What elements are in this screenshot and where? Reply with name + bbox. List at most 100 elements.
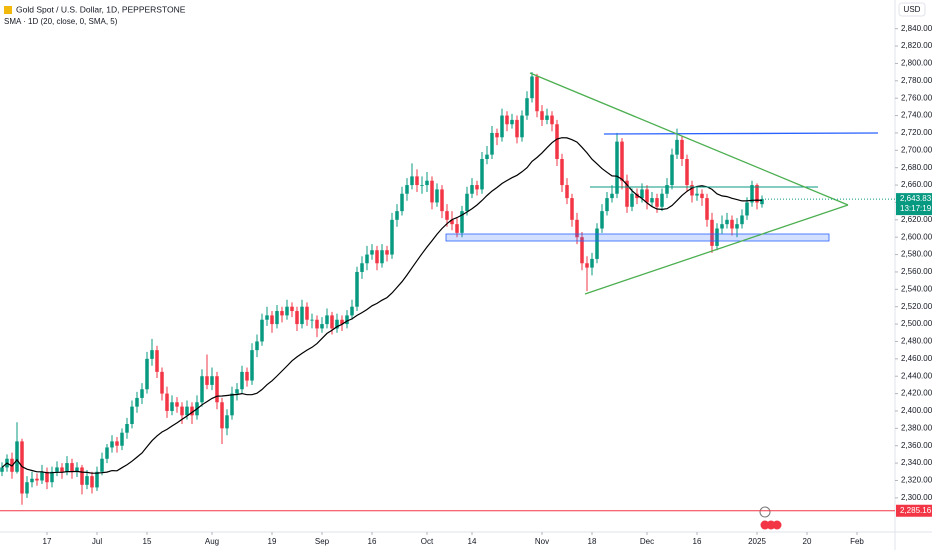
candle-body (550, 115, 554, 125)
candle-body (435, 189, 439, 203)
y-tick-label: 2,820.00 (901, 41, 932, 50)
candle-body (750, 185, 754, 203)
candle-body (375, 250, 379, 264)
y-tick-label: 2,700.00 (901, 145, 932, 154)
candle-body (360, 263, 364, 272)
x-tick-label: 16 (368, 537, 377, 546)
candle-body (565, 185, 569, 199)
candle-body (235, 389, 239, 394)
candle-body (120, 432, 124, 446)
countdown-label: 13:17:19 (900, 204, 932, 213)
candle-body (730, 219, 734, 229)
y-tick-label: 2,380.00 (901, 423, 932, 432)
candle-body (95, 471, 99, 488)
candle-body (110, 441, 114, 448)
candle-body (525, 98, 529, 116)
candle-body (710, 219, 714, 246)
candle-body (485, 154, 489, 159)
symbol-icon (4, 6, 12, 14)
candle-body (690, 185, 694, 196)
candle-body (720, 224, 724, 229)
candle-body (600, 211, 604, 229)
candle-body (425, 180, 429, 186)
candle-body (100, 458, 104, 472)
candle-body (70, 463, 74, 472)
candle-body (625, 180, 629, 207)
candle-body (450, 219, 454, 225)
candle-body (640, 189, 644, 199)
y-tick-label: 2,520.00 (901, 302, 932, 311)
event-icon (759, 506, 771, 518)
candle-body (165, 393, 169, 411)
candle-body (405, 185, 409, 194)
y-tick-label: 2,760.00 (901, 93, 932, 102)
candle-body (35, 478, 39, 481)
currency: USD (904, 5, 921, 14)
y-tick-label: 2,500.00 (901, 319, 932, 328)
x-tick-label: 19 (268, 537, 277, 546)
candle-body (260, 319, 264, 342)
candle-body (580, 237, 584, 264)
candle-body (650, 198, 654, 203)
indicator-label: SMA · 1D (20, close, 0, SMA, 5) (4, 17, 118, 26)
candle-body (285, 306, 289, 316)
candle-body (170, 402, 174, 411)
x-tick-label: Feb (850, 537, 864, 546)
candle-body (440, 189, 444, 212)
candle-body (395, 211, 399, 220)
candle-body (210, 376, 214, 385)
candle-body (535, 76, 539, 112)
y-tick-label: 2,580.00 (901, 250, 932, 259)
candle-body (365, 254, 369, 264)
candle-body (620, 141, 624, 181)
candle-body (185, 406, 189, 416)
candle-body (390, 219, 394, 255)
candle-body (145, 358, 149, 390)
y-tick-label: 2,480.00 (901, 337, 932, 346)
candle-body (255, 341, 259, 351)
candle-body (520, 115, 524, 138)
y-tick-label: 2,600.00 (901, 232, 932, 241)
y-tick-label: 2,720.00 (901, 128, 932, 137)
candle-body (455, 224, 459, 233)
y-tick-label: 2,440.00 (901, 371, 932, 380)
candle-body (645, 189, 649, 203)
candle-body (400, 193, 404, 212)
candle-body (215, 376, 219, 403)
candle-body (700, 193, 704, 199)
y-tick-label: 2,740.00 (901, 111, 932, 120)
y-tick-label: 2,840.00 (901, 24, 932, 33)
candle-body (685, 159, 689, 186)
x-tick-label: 17 (43, 537, 52, 546)
candle-body (275, 311, 279, 325)
candle-body (265, 315, 269, 320)
candle-body (270, 315, 274, 325)
candle-body (160, 371, 164, 394)
y-tick-label: 2,540.00 (901, 284, 932, 293)
candle-body (755, 185, 759, 203)
candle-body (705, 198, 709, 220)
candle-body (15, 441, 19, 472)
x-tick-label: Sep (315, 537, 330, 546)
y-tick-label: 2,460.00 (901, 354, 932, 363)
plot (0, 72, 764, 505)
candle-body (610, 193, 614, 199)
candle-body (665, 185, 669, 194)
candle-body (355, 271, 359, 307)
candle-body (635, 193, 639, 199)
x-tick-label: Aug (205, 537, 219, 546)
candle-body (320, 324, 324, 329)
candle-body (570, 198, 574, 220)
candle-body (290, 306, 294, 312)
triangle-upper (529, 72, 849, 206)
candle-body (430, 180, 434, 203)
y-tick-label: 2,360.00 (901, 441, 932, 450)
y-tick-label: 2,780.00 (901, 76, 932, 85)
x-tick-label: 18 (588, 537, 597, 546)
y-tick-label: 2,620.00 (901, 215, 932, 224)
candle-body (245, 371, 249, 381)
candle-body (125, 424, 129, 433)
last-price-box (896, 193, 932, 216)
candle-body (140, 389, 144, 398)
